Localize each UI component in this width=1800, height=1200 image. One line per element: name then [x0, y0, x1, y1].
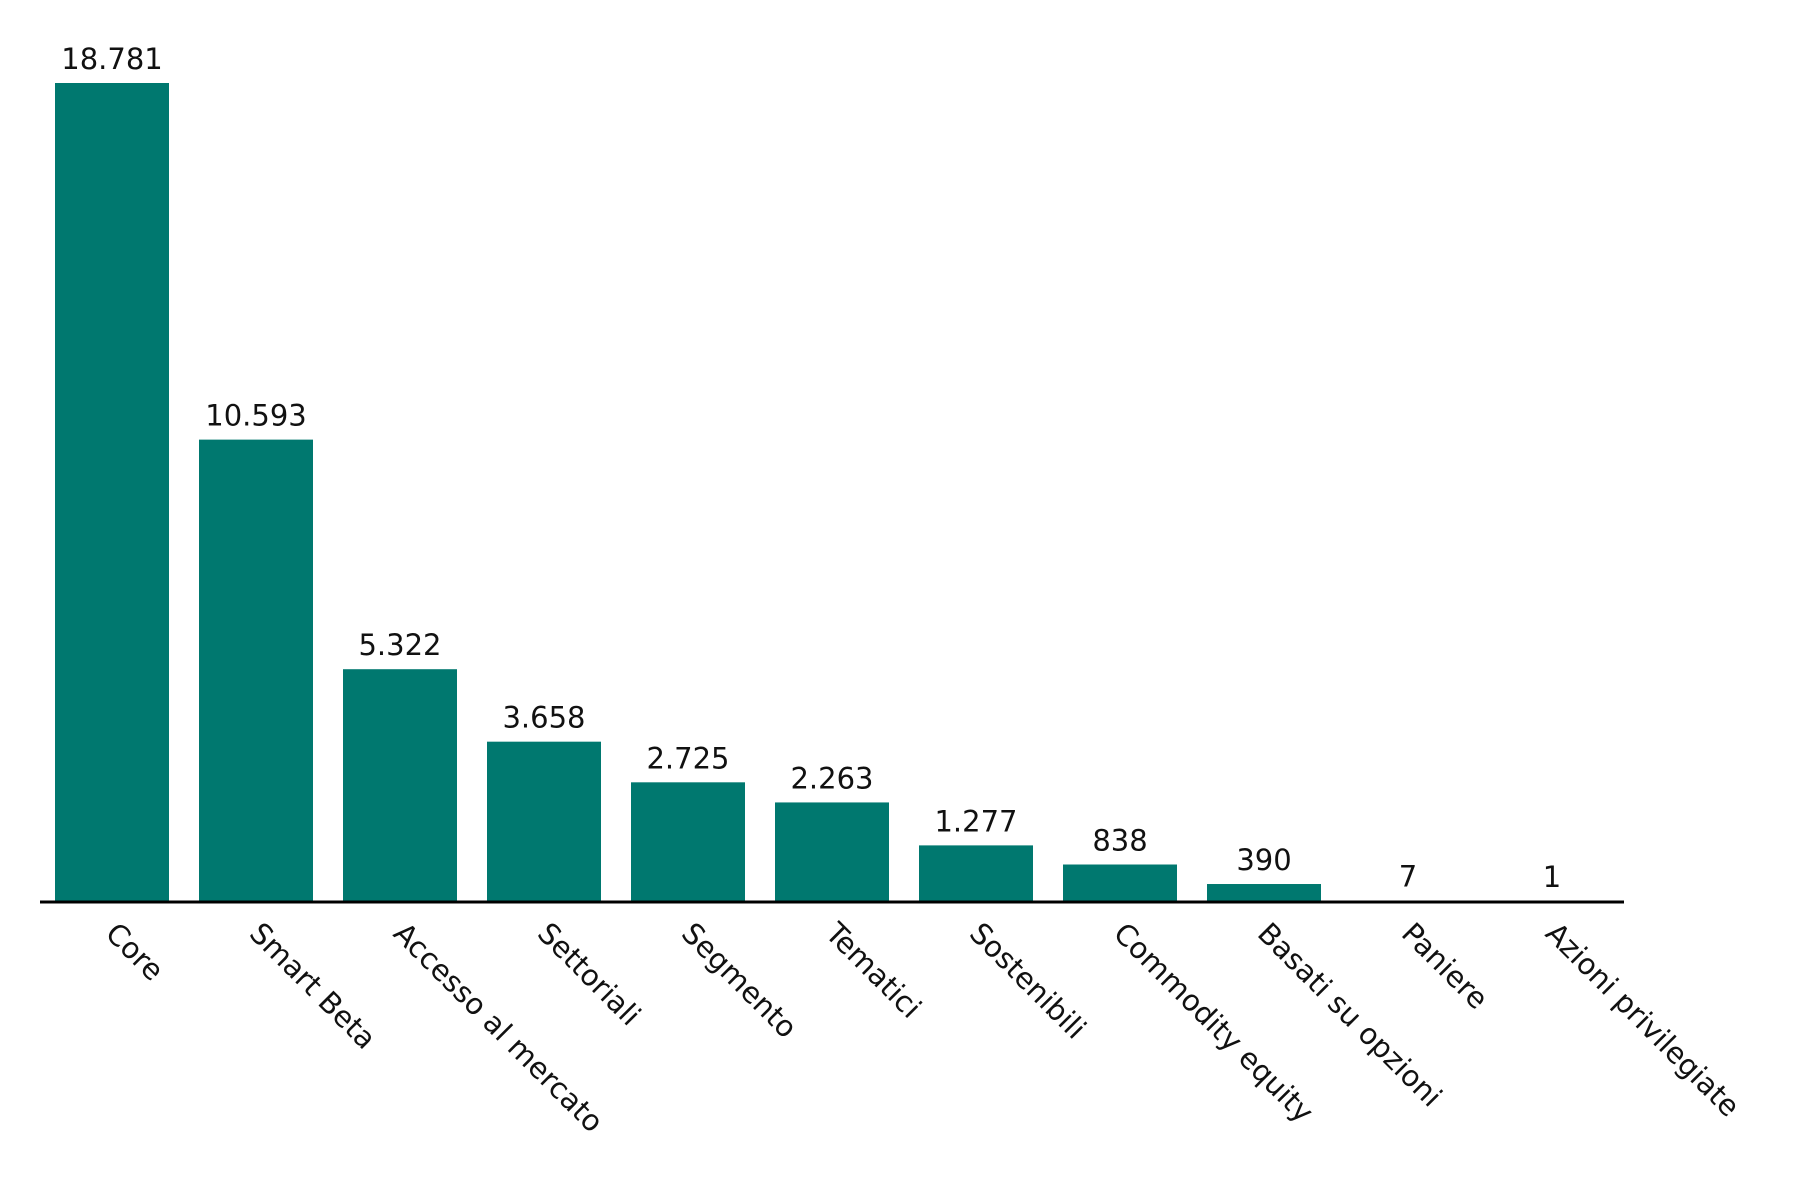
x-tick-label: Core	[99, 916, 171, 988]
x-tick-label: Azioni privilegiate	[1539, 916, 1747, 1124]
x-tick-label: Sostenibili	[963, 916, 1093, 1046]
bar	[199, 439, 313, 901]
x-tick-label: Tematici	[818, 915, 928, 1025]
x-tick-label: Paniere	[1395, 916, 1495, 1016]
bar	[631, 782, 745, 901]
bar	[55, 83, 169, 901]
value-label: 5.322	[358, 628, 441, 662]
value-label: 838	[1092, 824, 1147, 858]
bar	[775, 802, 889, 901]
x-tick-label: Settoriali	[531, 916, 647, 1032]
value-label: 2.725	[646, 741, 729, 775]
x-tick-label: Smart Beta	[243, 916, 383, 1056]
value-label: 1.277	[934, 804, 1017, 838]
value-label: 7	[1399, 860, 1417, 894]
bar	[919, 845, 1033, 901]
value-label: 3.658	[502, 701, 585, 735]
value-label: 18.781	[61, 42, 162, 76]
bar	[487, 741, 601, 901]
value-label: 2.263	[790, 761, 873, 795]
bar	[1063, 864, 1177, 901]
value-label: 1	[1543, 860, 1561, 894]
bar	[1207, 884, 1321, 901]
x-tick-label: Segmento	[675, 916, 804, 1045]
value-label: 10.593	[205, 399, 306, 433]
bar	[343, 669, 457, 901]
value-label: 390	[1236, 843, 1291, 877]
